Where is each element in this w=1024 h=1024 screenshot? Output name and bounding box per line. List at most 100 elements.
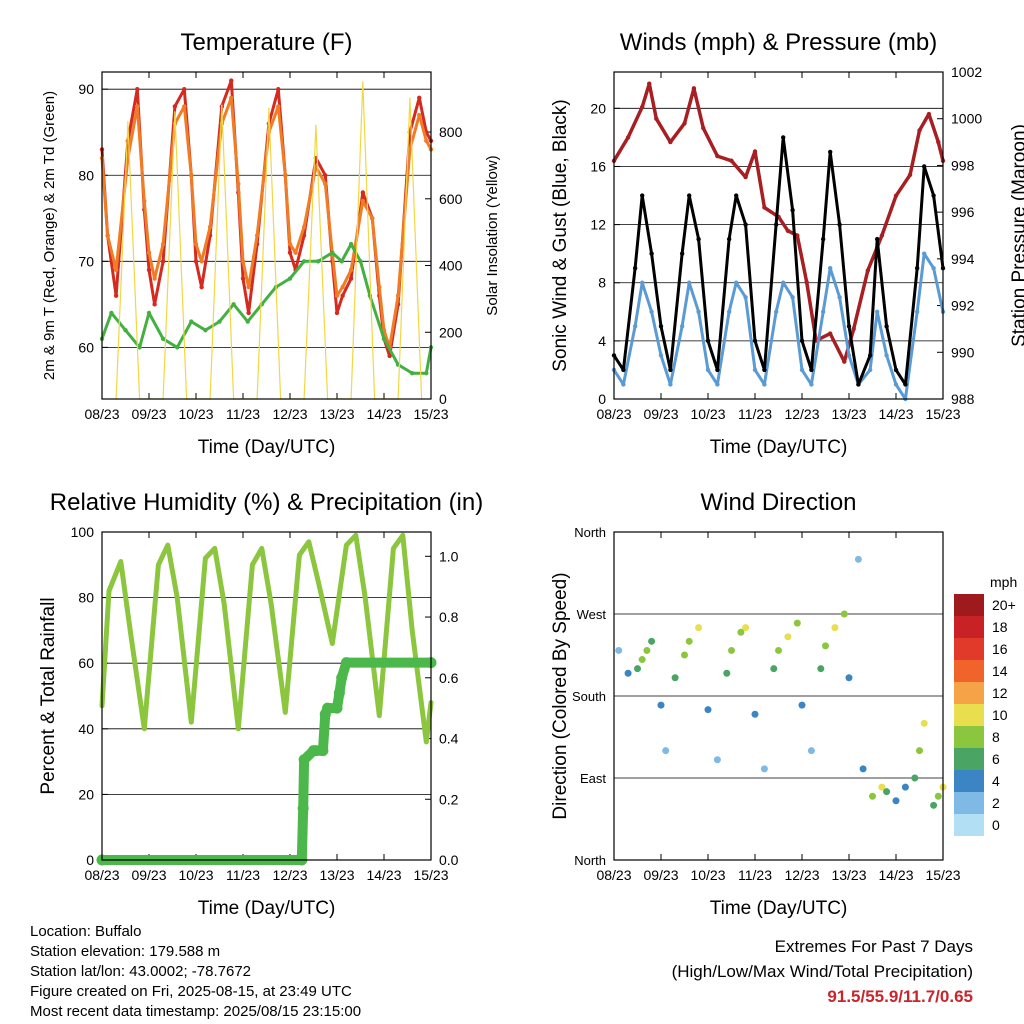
data-point bbox=[934, 792, 942, 800]
data-point bbox=[790, 207, 795, 213]
data-point bbox=[410, 628, 415, 633]
data-point bbox=[334, 293, 340, 298]
data-point bbox=[203, 327, 208, 333]
y2-tick-label: 0.8 bbox=[439, 609, 459, 625]
data-point bbox=[246, 284, 251, 290]
x-axis-label: Time (Day/UTC) bbox=[198, 437, 336, 458]
data-point bbox=[287, 241, 293, 247]
x-tick-label: 14/23 bbox=[878, 406, 913, 422]
chart-title: Wind Direction bbox=[700, 489, 856, 516]
data-point bbox=[723, 669, 731, 677]
colorbar-tick-label: 2 bbox=[992, 795, 1000, 811]
data-point bbox=[640, 280, 645, 285]
colorbar-tick-label: 12 bbox=[992, 685, 1008, 701]
data-point bbox=[160, 259, 166, 264]
data-point bbox=[348, 267, 354, 273]
data-point bbox=[883, 788, 891, 796]
x-tick-label: 08/23 bbox=[84, 867, 119, 883]
y-tick-label: 4 bbox=[598, 333, 606, 349]
x-tick-label: 12/23 bbox=[272, 867, 307, 883]
y-axis-label: Percent & Total Rainfall bbox=[38, 597, 59, 794]
data-point bbox=[236, 726, 241, 731]
data-point bbox=[306, 539, 311, 545]
data-point bbox=[222, 601, 227, 607]
y-axis-label: Sonic Wind & Gust (Blue, Black) bbox=[550, 99, 571, 371]
data-point bbox=[229, 95, 234, 101]
y-tick-label: 60 bbox=[78, 339, 94, 355]
colorbar-swatch bbox=[954, 726, 984, 748]
data-point bbox=[330, 250, 335, 255]
data-point bbox=[236, 181, 241, 187]
y2-tick-label: 990 bbox=[951, 344, 975, 360]
data-point bbox=[203, 556, 208, 561]
colorbar-swatch bbox=[954, 638, 984, 660]
data-point bbox=[298, 754, 310, 766]
data-point bbox=[658, 353, 664, 358]
data-point bbox=[647, 81, 652, 86]
colorbar-swatch bbox=[954, 814, 984, 836]
data-point bbox=[344, 542, 349, 548]
x-tick-label: 13/23 bbox=[831, 406, 866, 422]
x-tick-label: 14/23 bbox=[366, 867, 401, 883]
x-tick-label: 09/23 bbox=[131, 406, 166, 422]
data-point bbox=[128, 628, 133, 633]
data-point bbox=[287, 276, 293, 281]
data-point bbox=[301, 224, 307, 230]
data-point bbox=[219, 121, 225, 126]
data-point bbox=[377, 713, 382, 718]
data-point bbox=[625, 135, 631, 140]
data-point bbox=[199, 284, 204, 290]
data-point bbox=[348, 241, 354, 247]
y2-tick-label: 600 bbox=[439, 191, 463, 207]
y2-tick-label: 1.0 bbox=[439, 548, 459, 564]
x-tick-label: 08/23 bbox=[596, 867, 631, 883]
data-point bbox=[817, 665, 825, 673]
data-point bbox=[804, 280, 809, 285]
y-tick-label: 40 bbox=[78, 721, 94, 737]
data-point bbox=[737, 628, 745, 636]
y-tick-label: North bbox=[574, 525, 606, 540]
data-point bbox=[381, 336, 387, 341]
x-axis-label: Time (Day/UTC) bbox=[710, 437, 848, 458]
data-point bbox=[851, 326, 856, 332]
colorbar-swatch bbox=[954, 616, 984, 638]
y2-tick-label: 0.6 bbox=[439, 670, 459, 686]
y2-tick-label: 992 bbox=[951, 298, 975, 314]
panel-3: Relative Humidity (%) & Precipitation (i… bbox=[38, 489, 483, 919]
colorbar-swatch bbox=[954, 660, 984, 682]
y2-tick-label: 1000 bbox=[951, 111, 982, 127]
data-point bbox=[705, 367, 711, 373]
data-point bbox=[668, 367, 673, 373]
y-tick-label: 70 bbox=[78, 253, 94, 269]
data-point bbox=[330, 641, 335, 646]
y2-tick-label: 1002 bbox=[951, 64, 982, 80]
data-point bbox=[685, 637, 693, 645]
data-point bbox=[293, 250, 298, 255]
data-point bbox=[323, 181, 328, 187]
data-point bbox=[701, 125, 706, 131]
data-point bbox=[182, 104, 187, 109]
data-point bbox=[269, 601, 274, 607]
data-point bbox=[893, 382, 899, 387]
data-point bbox=[254, 233, 260, 238]
y2-axis-label: Station Pressure (Maroon) bbox=[1009, 124, 1024, 347]
colorbar-tick-label: 4 bbox=[992, 773, 1000, 789]
x-tick-label: 13/23 bbox=[319, 406, 354, 422]
data-point bbox=[831, 624, 839, 632]
data-point bbox=[743, 295, 748, 300]
data-point bbox=[773, 309, 779, 314]
series-line-3 bbox=[612, 135, 945, 386]
colorbar-label: mph bbox=[990, 574, 1017, 590]
data-point bbox=[229, 78, 234, 83]
data-point bbox=[760, 765, 768, 773]
data-point bbox=[854, 555, 862, 563]
y-tick-label: 8 bbox=[598, 275, 606, 291]
data-point bbox=[770, 665, 778, 673]
y-tick-label: 12 bbox=[590, 217, 606, 233]
data-point bbox=[231, 302, 236, 307]
y2-tick-label: 0.0 bbox=[439, 852, 459, 868]
data-point bbox=[743, 174, 748, 180]
panel-2: Winds (mph) & Pressure (mb) 0 4 8 12 16 20 988 9… bbox=[550, 29, 1024, 458]
data-point bbox=[417, 112, 422, 118]
data-point bbox=[671, 674, 679, 682]
